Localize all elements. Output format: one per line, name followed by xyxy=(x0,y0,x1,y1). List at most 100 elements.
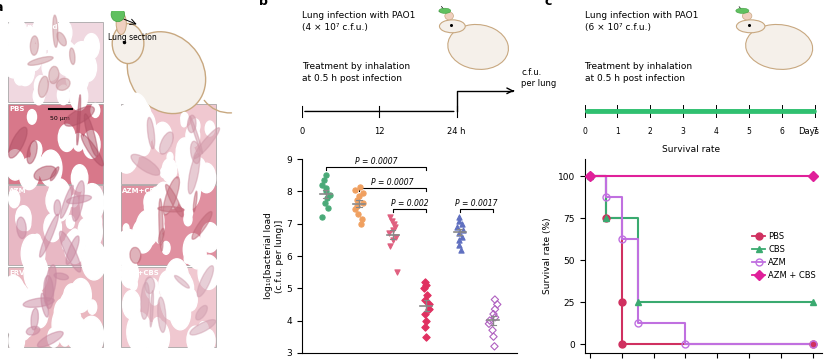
Text: c: c xyxy=(544,0,552,8)
Circle shape xyxy=(34,42,45,62)
Circle shape xyxy=(24,26,36,46)
Point xyxy=(453,215,466,220)
Ellipse shape xyxy=(40,214,59,257)
Circle shape xyxy=(20,33,26,43)
Circle shape xyxy=(198,321,208,338)
Circle shape xyxy=(66,58,88,95)
Circle shape xyxy=(26,45,42,71)
Ellipse shape xyxy=(34,166,56,181)
Circle shape xyxy=(70,42,93,79)
Text: 0: 0 xyxy=(582,127,587,136)
Point xyxy=(384,243,397,249)
Circle shape xyxy=(149,321,169,355)
Ellipse shape xyxy=(140,282,150,319)
Point xyxy=(420,318,433,323)
Circle shape xyxy=(205,121,215,136)
Ellipse shape xyxy=(44,275,54,309)
Ellipse shape xyxy=(72,181,84,221)
Point xyxy=(454,247,468,252)
Text: AZM+CBS: AZM+CBS xyxy=(122,188,161,194)
Circle shape xyxy=(73,134,84,151)
Circle shape xyxy=(176,171,201,210)
Ellipse shape xyxy=(188,154,200,194)
Point xyxy=(488,297,501,302)
Ellipse shape xyxy=(159,228,164,244)
Point xyxy=(355,216,368,222)
Circle shape xyxy=(181,112,188,125)
Circle shape xyxy=(80,184,104,222)
Circle shape xyxy=(143,323,159,348)
Circle shape xyxy=(83,33,99,59)
Circle shape xyxy=(121,260,139,288)
Ellipse shape xyxy=(165,184,183,217)
Circle shape xyxy=(70,82,88,111)
Circle shape xyxy=(153,318,162,332)
Circle shape xyxy=(14,67,26,85)
Text: b: b xyxy=(259,0,268,8)
Circle shape xyxy=(31,141,42,158)
Ellipse shape xyxy=(53,15,58,47)
Text: Days: Days xyxy=(799,127,819,136)
Point xyxy=(352,193,365,199)
Point xyxy=(453,237,466,243)
Point xyxy=(349,206,362,212)
Circle shape xyxy=(183,234,203,265)
Circle shape xyxy=(145,122,154,138)
Circle shape xyxy=(165,259,188,296)
Circle shape xyxy=(153,122,172,153)
Point xyxy=(390,269,403,275)
Circle shape xyxy=(44,213,61,242)
Point xyxy=(316,215,329,220)
Ellipse shape xyxy=(445,12,453,20)
Point xyxy=(356,200,369,206)
Circle shape xyxy=(130,278,137,291)
Circle shape xyxy=(144,192,156,212)
Text: 0: 0 xyxy=(300,127,305,136)
Point xyxy=(354,221,368,227)
Circle shape xyxy=(79,316,103,355)
Circle shape xyxy=(9,328,25,354)
Circle shape xyxy=(160,168,166,177)
Ellipse shape xyxy=(130,247,141,264)
Point xyxy=(487,334,500,339)
Circle shape xyxy=(35,82,45,100)
Ellipse shape xyxy=(54,200,60,216)
Ellipse shape xyxy=(56,78,70,90)
Ellipse shape xyxy=(49,66,59,84)
Circle shape xyxy=(34,10,58,50)
Circle shape xyxy=(35,76,47,96)
Ellipse shape xyxy=(191,141,200,163)
Ellipse shape xyxy=(159,199,164,251)
Ellipse shape xyxy=(448,24,509,69)
Circle shape xyxy=(78,219,93,242)
Point xyxy=(383,215,396,220)
Point xyxy=(351,203,364,209)
Point xyxy=(382,230,396,236)
Circle shape xyxy=(162,159,177,182)
Ellipse shape xyxy=(174,275,189,288)
Point xyxy=(488,314,501,320)
Point xyxy=(423,306,436,312)
Circle shape xyxy=(177,285,193,312)
Circle shape xyxy=(56,20,72,45)
Ellipse shape xyxy=(111,7,125,22)
Circle shape xyxy=(88,300,97,314)
Text: Noninfected: Noninfected xyxy=(9,24,58,30)
Circle shape xyxy=(198,255,220,289)
Circle shape xyxy=(165,178,181,202)
Circle shape xyxy=(48,179,70,215)
Circle shape xyxy=(31,301,48,328)
Circle shape xyxy=(24,286,44,319)
Ellipse shape xyxy=(26,327,40,335)
Ellipse shape xyxy=(37,332,63,347)
Circle shape xyxy=(198,165,210,183)
Ellipse shape xyxy=(59,231,81,272)
Circle shape xyxy=(176,138,193,166)
Circle shape xyxy=(178,149,201,185)
Point xyxy=(390,234,403,239)
Circle shape xyxy=(123,224,129,233)
Point xyxy=(316,182,329,188)
Text: P = 0.0007: P = 0.0007 xyxy=(354,157,397,166)
Circle shape xyxy=(37,163,45,176)
Circle shape xyxy=(71,165,88,191)
